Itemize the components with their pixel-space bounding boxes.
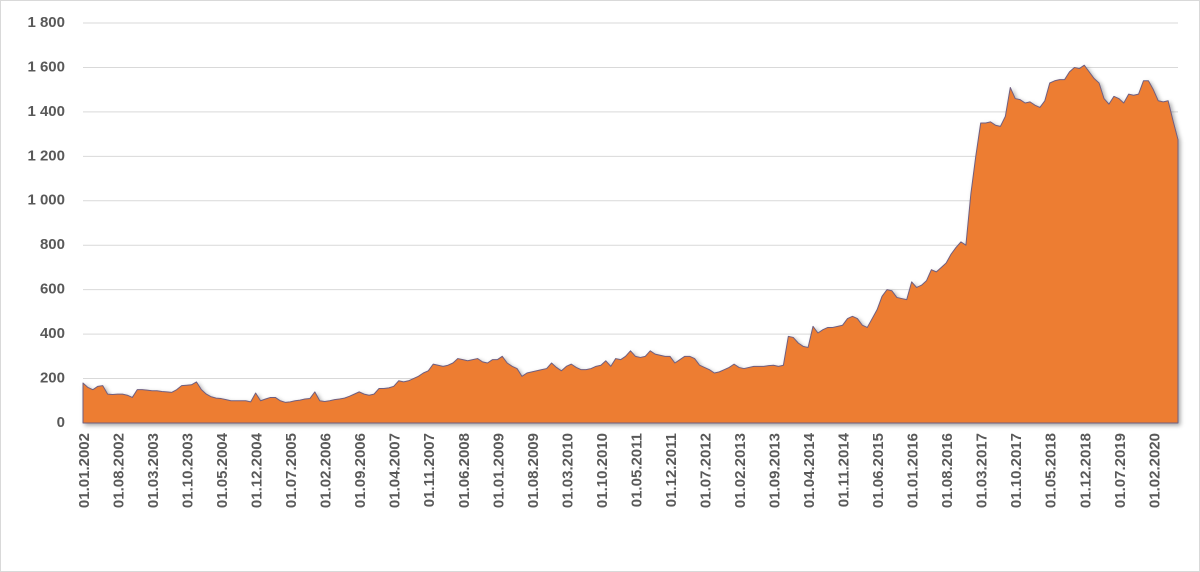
x-tick-label: 01.09.2006 <box>352 433 369 508</box>
x-tick-label: 01.10.2017 <box>1008 433 1025 508</box>
x-tick-label: 01.10.2010 <box>594 433 611 508</box>
x-tick-label: 01.03.2017 <box>974 433 991 508</box>
x-tick-label: 01.03.2003 <box>145 433 162 508</box>
x-tick-label: 01.07.2012 <box>697 433 714 508</box>
y-tick-label: 1 600 <box>27 58 65 75</box>
area <box>82 64 1179 424</box>
x-tick-label: 01.12.2011 <box>663 433 680 507</box>
x-tick-label: 01.10.2003 <box>180 433 197 508</box>
x-tick-label: 01.02.2013 <box>732 433 749 508</box>
y-tick-label: 1 400 <box>27 103 65 120</box>
y-tick-label: 600 <box>40 281 65 298</box>
x-tick-label: 01.05.2011 <box>628 433 645 507</box>
x-tick-label: 01.08.2016 <box>939 433 956 508</box>
x-tick-label: 01.01.2002 <box>76 433 93 508</box>
x-tick-label: 01.11.2007 <box>421 433 438 507</box>
x-tick-label: 01.03.2010 <box>559 433 576 508</box>
x-tick-label: 01.11.2014 <box>836 432 853 507</box>
y-tick-label: 400 <box>40 325 65 342</box>
x-tick-label: 01.07.2019 <box>1112 433 1129 508</box>
x-tick-label: 01.01.2016 <box>905 433 922 508</box>
x-tick-label: 01.02.2020 <box>1146 433 1163 508</box>
y-tick-label: 200 <box>40 370 65 387</box>
x-tick-label: 01.06.2008 <box>456 433 473 508</box>
y-tick-label: 1 200 <box>27 147 65 164</box>
x-tick-label: 01.08.2009 <box>525 433 542 508</box>
x-tick-label: 01.12.2018 <box>1077 433 1094 508</box>
y-tick-label: 1 000 <box>27 192 65 209</box>
x-tick-label: 01.04.2014 <box>801 432 818 508</box>
x-tick-label: 01.05.2018 <box>1043 433 1060 508</box>
x-tick-label: 01.08.2002 <box>110 433 127 508</box>
y-tick-label: 0 <box>57 414 65 431</box>
x-tick-label: 01.06.2015 <box>870 433 887 508</box>
x-tick-label: 01.04.2007 <box>387 433 404 508</box>
x-tick-label: 01.05.2004 <box>214 432 231 508</box>
x-tick-label: 01.07.2005 <box>283 433 300 508</box>
y-tick-label: 800 <box>40 236 65 253</box>
x-tick-label: 01.09.2013 <box>767 433 784 508</box>
y-tick-label: 1 800 <box>27 14 65 31</box>
x-tick-label: 01.12.2004 <box>249 432 266 508</box>
x-tick-label: 01.02.2006 <box>318 433 335 508</box>
x-tick-label: 01.01.2009 <box>490 433 507 508</box>
